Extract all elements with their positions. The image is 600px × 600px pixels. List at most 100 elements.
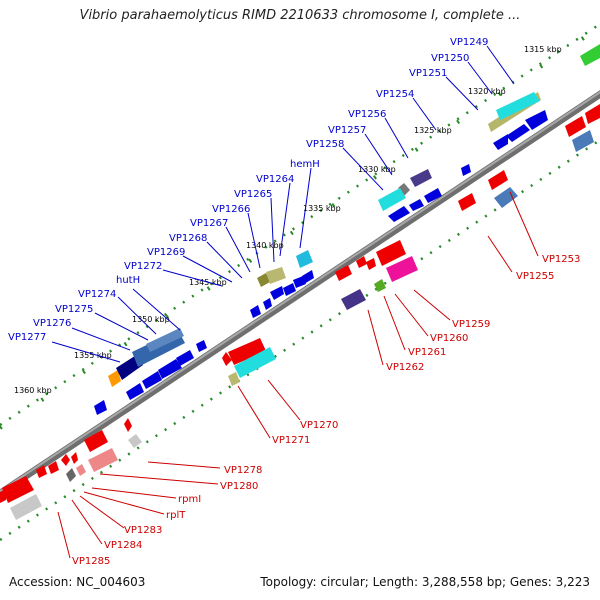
gene-arrow[interactable] [270,286,284,300]
gene-block[interactable] [88,448,118,472]
scale-label: 1320 kbp [468,87,506,96]
gene-arrow[interactable] [335,265,352,281]
gene-label[interactable]: rpmI [178,494,201,505]
gene-arrow[interactable] [493,134,508,150]
gene-block[interactable] [572,130,594,152]
gene-arrow[interactable] [142,371,162,389]
gene-label[interactable]: VP1267 [190,218,228,229]
scale-label: 1355 kbp [74,351,112,360]
gene-block[interactable] [496,92,540,120]
gene-block[interactable] [494,187,518,208]
gene-arrow[interactable] [263,298,272,310]
gene-arrow[interactable] [585,104,600,124]
gene-label[interactable]: VP1259 [452,319,490,330]
gene-label[interactable]: VP1253 [542,254,580,265]
gene-label[interactable]: VP1260 [430,333,468,344]
gene-arrow[interactable] [302,270,314,284]
gene-label[interactable]: VP1268 [169,233,207,244]
gene-label[interactable]: VP1266 [212,204,250,215]
gene-arrow[interactable] [424,188,442,203]
gene-arrow[interactable] [48,461,59,474]
scale-label: 1340 kbp [246,241,284,250]
gene-label[interactable]: VP1250 [431,53,469,64]
gene-label[interactable]: VP1264 [256,174,294,185]
gene-block[interactable] [398,183,410,196]
reverse-genes [0,104,600,520]
gene-arrow[interactable] [158,359,182,379]
gene-arrow[interactable] [409,199,424,211]
gene-label[interactable]: rplT [166,510,186,521]
gene-label[interactable]: VP1251 [409,68,447,79]
gene-label[interactable]: VP1265 [234,189,272,200]
gene-arrow[interactable] [580,44,600,66]
gene-label[interactable]: hutH [116,275,140,286]
gene-arrow[interactable] [61,454,70,466]
gene-label[interactable]: VP1284 [104,540,142,551]
gene-block[interactable] [10,494,42,520]
gene-label[interactable]: VP1271 [272,435,310,446]
gene-arrow[interactable] [126,383,144,400]
gene-label[interactable]: VP1272 [124,261,162,272]
gene-block[interactable] [378,188,406,211]
gene-arrow[interactable] [94,400,107,415]
gene-arrow[interactable] [283,283,296,296]
gene-arrow[interactable] [36,465,47,478]
gene-arrow[interactable] [222,352,232,366]
gene-block[interactable] [128,434,142,448]
gene-label[interactable]: VP1256 [348,109,386,120]
gene-label[interactable]: VP1276 [33,318,71,329]
gene-block[interactable] [374,279,386,292]
gene-arrow[interactable] [0,489,6,503]
gene-arrow[interactable] [250,305,261,318]
gene-label[interactable]: VP1257 [328,125,366,136]
gene-label[interactable]: VP1261 [408,347,446,358]
gene-label[interactable]: VP1280 [220,481,258,492]
gene-block[interactable] [76,464,86,476]
gene-label[interactable]: VP1283 [124,525,162,536]
gene-arrow[interactable] [458,193,476,211]
gene-arrow[interactable] [124,418,132,432]
gene-label[interactable]: VP1277 [8,332,46,343]
gene-block[interactable] [228,372,240,386]
gene-block[interactable] [296,250,313,268]
gene-block[interactable] [257,273,270,287]
gene-label[interactable]: VP1255 [516,271,554,282]
gene-block[interactable] [386,256,418,282]
gene-arrow[interactable] [84,430,108,452]
gene-arrow[interactable] [488,170,508,190]
gene-arrow[interactable] [228,338,266,365]
gene-label[interactable]: VP1278 [224,465,262,476]
gene-arrow[interactable] [2,476,34,503]
gene-arrow[interactable] [461,164,471,176]
gene-block[interactable] [66,468,76,482]
gene-arrow[interactable] [71,452,78,464]
gene-label[interactable]: VP1270 [300,420,338,431]
gene-block[interactable] [146,328,184,352]
gene-arrow[interactable] [525,110,548,130]
gene-arrow[interactable] [388,206,410,222]
scale-label: 1335 kbp [303,204,341,213]
gene-label[interactable]: VP1275 [55,304,93,315]
gene-arrow[interactable] [366,258,376,270]
gene-label[interactable]: VP1262 [386,362,424,373]
gene-label[interactable]: VP1269 [147,247,185,258]
gene-arrow[interactable] [176,350,194,366]
gene-block[interactable] [234,347,276,378]
reverse-labels: VP1253 VP1255 VP1259 VP1260 VP1261 VP126… [72,254,580,567]
gene-arrow[interactable] [376,240,406,266]
gene-block[interactable] [341,289,366,310]
scale-track [0,22,600,542]
gene-label[interactable]: VP1274 [78,289,116,300]
gene-arrow[interactable] [506,124,530,142]
gene-arrow[interactable] [565,116,586,137]
gene-block[interactable] [108,370,121,387]
gene-label[interactable]: VP1254 [376,89,414,100]
gene-block[interactable] [410,169,432,187]
gene-arrow[interactable] [196,340,207,352]
gene-arrow[interactable] [356,256,367,268]
gene-label[interactable]: VP1258 [306,139,344,150]
gene-label[interactable]: VP1285 [72,556,110,567]
gene-block[interactable] [266,267,286,284]
gene-label[interactable]: VP1249 [450,37,488,48]
gene-label[interactable]: hemH [290,159,320,170]
